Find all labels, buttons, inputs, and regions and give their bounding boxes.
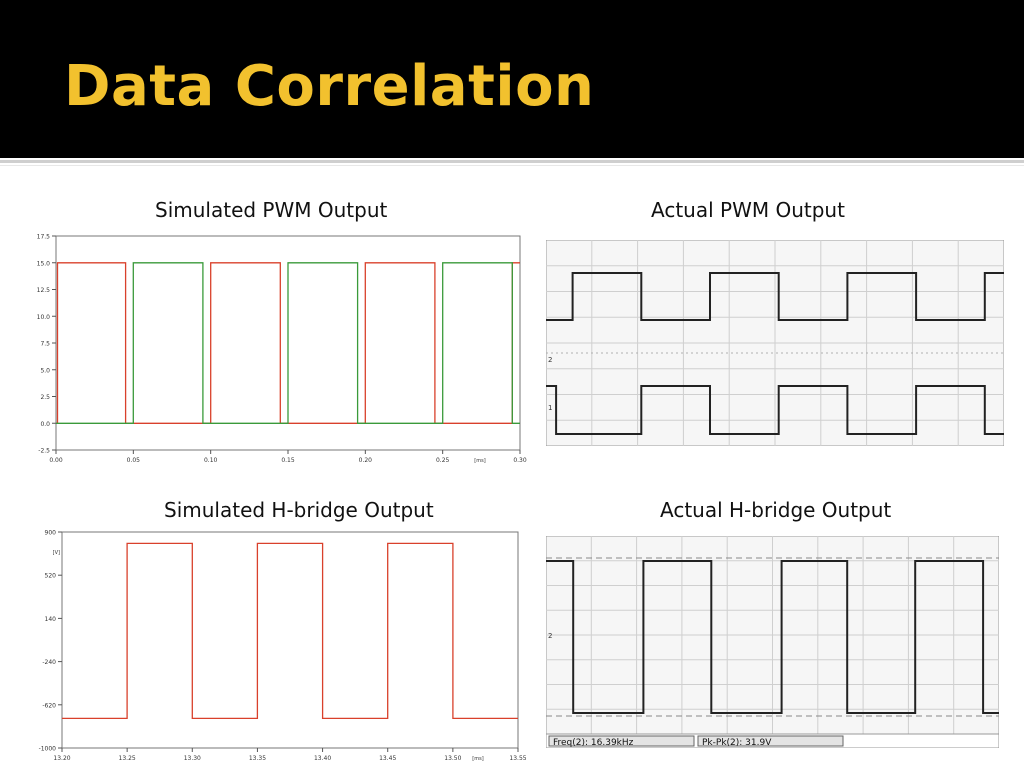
x-tick-label: 13.25 — [119, 755, 136, 762]
y-tick-label: 15.0 — [37, 260, 51, 267]
channel-2-trace — [546, 385, 1004, 435]
x-tick-label: 0.15 — [281, 457, 295, 464]
y-tick-label: 0.0 — [40, 421, 50, 428]
x-tick-label: 13.55 — [509, 755, 526, 762]
pkpk-readout: Pk-Pk(2): 31.9V — [702, 738, 772, 748]
slide-header — [0, 0, 1024, 158]
x-tick-label: 0.25 — [436, 457, 450, 464]
sim-hbridge-chart: 900 520 140 -240 -620 -1000 13.20 13.25 13.30 13.… — [39, 530, 527, 763]
freq-readout: Freq(2): 16.39kHz — [553, 738, 634, 748]
x-tick-label: 13.50 — [444, 755, 461, 762]
x-tick-label: 0.10 — [204, 457, 218, 464]
x-tick-label: 0.20 — [359, 457, 373, 464]
y-axis-label: [V] — [53, 550, 60, 556]
series-line-1 — [56, 262, 520, 424]
x-tick-label: 13.30 — [184, 755, 201, 762]
y-tick-label: 7.5 — [40, 341, 50, 348]
x-axis-label: [ms] — [472, 756, 483, 762]
channel-1-marker: 1 — [548, 404, 552, 412]
x-tick-label: 0.00 — [49, 457, 63, 464]
x-tick-label: 13.45 — [379, 755, 396, 762]
caption-act-pwm: Actual PWM Output — [651, 198, 845, 222]
caption-sim-hbridge: Simulated H-bridge Output — [164, 498, 434, 522]
plot-frame — [61, 531, 519, 749]
y-tick-label: 520 — [45, 573, 57, 580]
x-tick-label: 13.20 — [53, 755, 70, 762]
y-tick-label: -240 — [42, 659, 56, 666]
y-tick-label: 900 — [45, 530, 57, 537]
series-line-1 — [62, 542, 518, 720]
series-line-2 — [56, 262, 520, 424]
y-tick-label: -2.5 — [38, 448, 50, 455]
y-tick-label: 140 — [45, 616, 57, 623]
x-tick-label: 13.35 — [249, 755, 266, 762]
x-axis-label: [ms] — [474, 458, 485, 464]
y-tick-label: 2.5 — [40, 394, 50, 401]
x-tick-label: 13.40 — [314, 755, 331, 762]
sim-pwm-chart: 17.5 15.0 12.5 10.0 7.5 5.0 2.5 0.0 -2.5 0.00 0.05… — [37, 234, 527, 465]
act-pwm-scope: 21 — [546, 240, 1004, 446]
caption-act-hbridge: Actual H-bridge Output — [660, 498, 892, 522]
y-tick-label: 17.5 — [37, 234, 51, 241]
caption-sim-pwm: Simulated PWM Output — [155, 198, 388, 222]
channel-2-marker: 2 — [548, 632, 552, 640]
slide-title: Data Correlation — [64, 54, 595, 119]
y-tick-label: 10.0 — [37, 314, 51, 321]
y-tick-label: -620 — [42, 702, 56, 709]
header-divider — [0, 160, 1024, 163]
header-divider-thin — [0, 165, 1024, 166]
act-hbridge-scope: 2 Freq(2): 16.39kHz Pk-Pk(2): 31.9V — [546, 536, 999, 748]
channel-2-marker: 2 — [548, 356, 552, 364]
pkpk-readout-box — [697, 735, 844, 747]
freq-readout-box — [548, 735, 695, 747]
x-tick-label: 0.05 — [127, 457, 141, 464]
y-tick-label: -1000 — [39, 746, 57, 753]
channel-1-trace — [546, 272, 1004, 321]
x-tick-label: 0.30 — [513, 457, 527, 464]
y-tick-label: 12.5 — [37, 287, 51, 294]
channel-2-trace — [546, 560, 999, 714]
y-tick-label: 5.0 — [40, 367, 50, 374]
